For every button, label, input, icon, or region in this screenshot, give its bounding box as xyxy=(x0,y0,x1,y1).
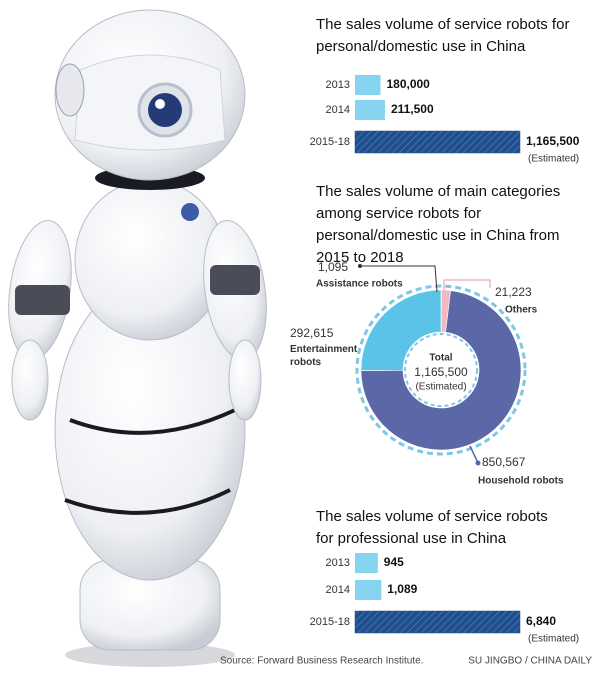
pie-value-label: 850,567 xyxy=(482,455,526,469)
category-label: 2015-18 xyxy=(310,616,350,628)
value-label: 211,500 xyxy=(391,102,434,116)
robot-photo xyxy=(8,9,267,667)
chart-title: 2015 to 2018 xyxy=(316,249,404,266)
annotation: (Estimated) xyxy=(528,154,579,165)
chart-title: The sales volume of service robots xyxy=(316,508,548,525)
center-text: Total xyxy=(429,353,452,364)
pie-value-label: 1,095 xyxy=(318,260,348,274)
chart-title: The sales volume of main categories xyxy=(316,183,560,200)
bar xyxy=(355,75,381,95)
leader-line xyxy=(443,279,491,292)
center-text: 1,165,500 xyxy=(414,365,468,379)
center-outline xyxy=(404,333,478,407)
pie-category-label: Entertainment robots xyxy=(290,344,358,368)
chart-title: for professional use in China xyxy=(316,530,507,547)
ring-outline xyxy=(355,284,527,456)
bar xyxy=(354,130,521,154)
chart-title: among service robots for xyxy=(316,205,481,222)
center-text: (Estimated) xyxy=(415,382,466,393)
value-label: 945 xyxy=(384,555,404,569)
leader-dot xyxy=(475,460,481,466)
bar xyxy=(355,100,385,120)
pie-category-label: Household robots xyxy=(478,476,564,487)
category-label: 2013 xyxy=(326,79,350,91)
value-label: 180,000 xyxy=(386,77,430,91)
bar xyxy=(355,553,378,573)
value-label: 6,840 xyxy=(526,614,556,628)
category-label: 2013 xyxy=(326,557,350,569)
chart-title: The sales volume of service robots for xyxy=(316,16,569,33)
category-label: 2015-18 xyxy=(310,136,350,148)
credit: SU JINGBO / CHINA DAILY xyxy=(468,656,592,667)
chart-title: personal/domestic use in China xyxy=(316,38,526,55)
leader-dot xyxy=(358,264,362,268)
value-label: 1,089 xyxy=(387,582,417,596)
category-label: 2014 xyxy=(326,104,350,116)
bar xyxy=(354,610,521,634)
pie-value-label: 292,615 xyxy=(290,326,334,340)
pie-slice xyxy=(360,290,522,451)
value-label: 1,165,500 xyxy=(526,134,580,148)
source: Source: Forward Business Research Instit… xyxy=(220,656,423,667)
pie-category-label: Others xyxy=(505,305,538,316)
category-label: 2014 xyxy=(326,584,350,596)
leader-line xyxy=(469,445,479,464)
leader-line xyxy=(360,265,438,293)
chart-title: personal/domestic use in China from xyxy=(316,227,559,244)
bar xyxy=(355,580,382,600)
annotation: (Estimated) xyxy=(528,634,579,645)
pie-category-label: Assistance robots xyxy=(316,279,403,290)
pie-value-label: 21,223 xyxy=(495,285,532,299)
